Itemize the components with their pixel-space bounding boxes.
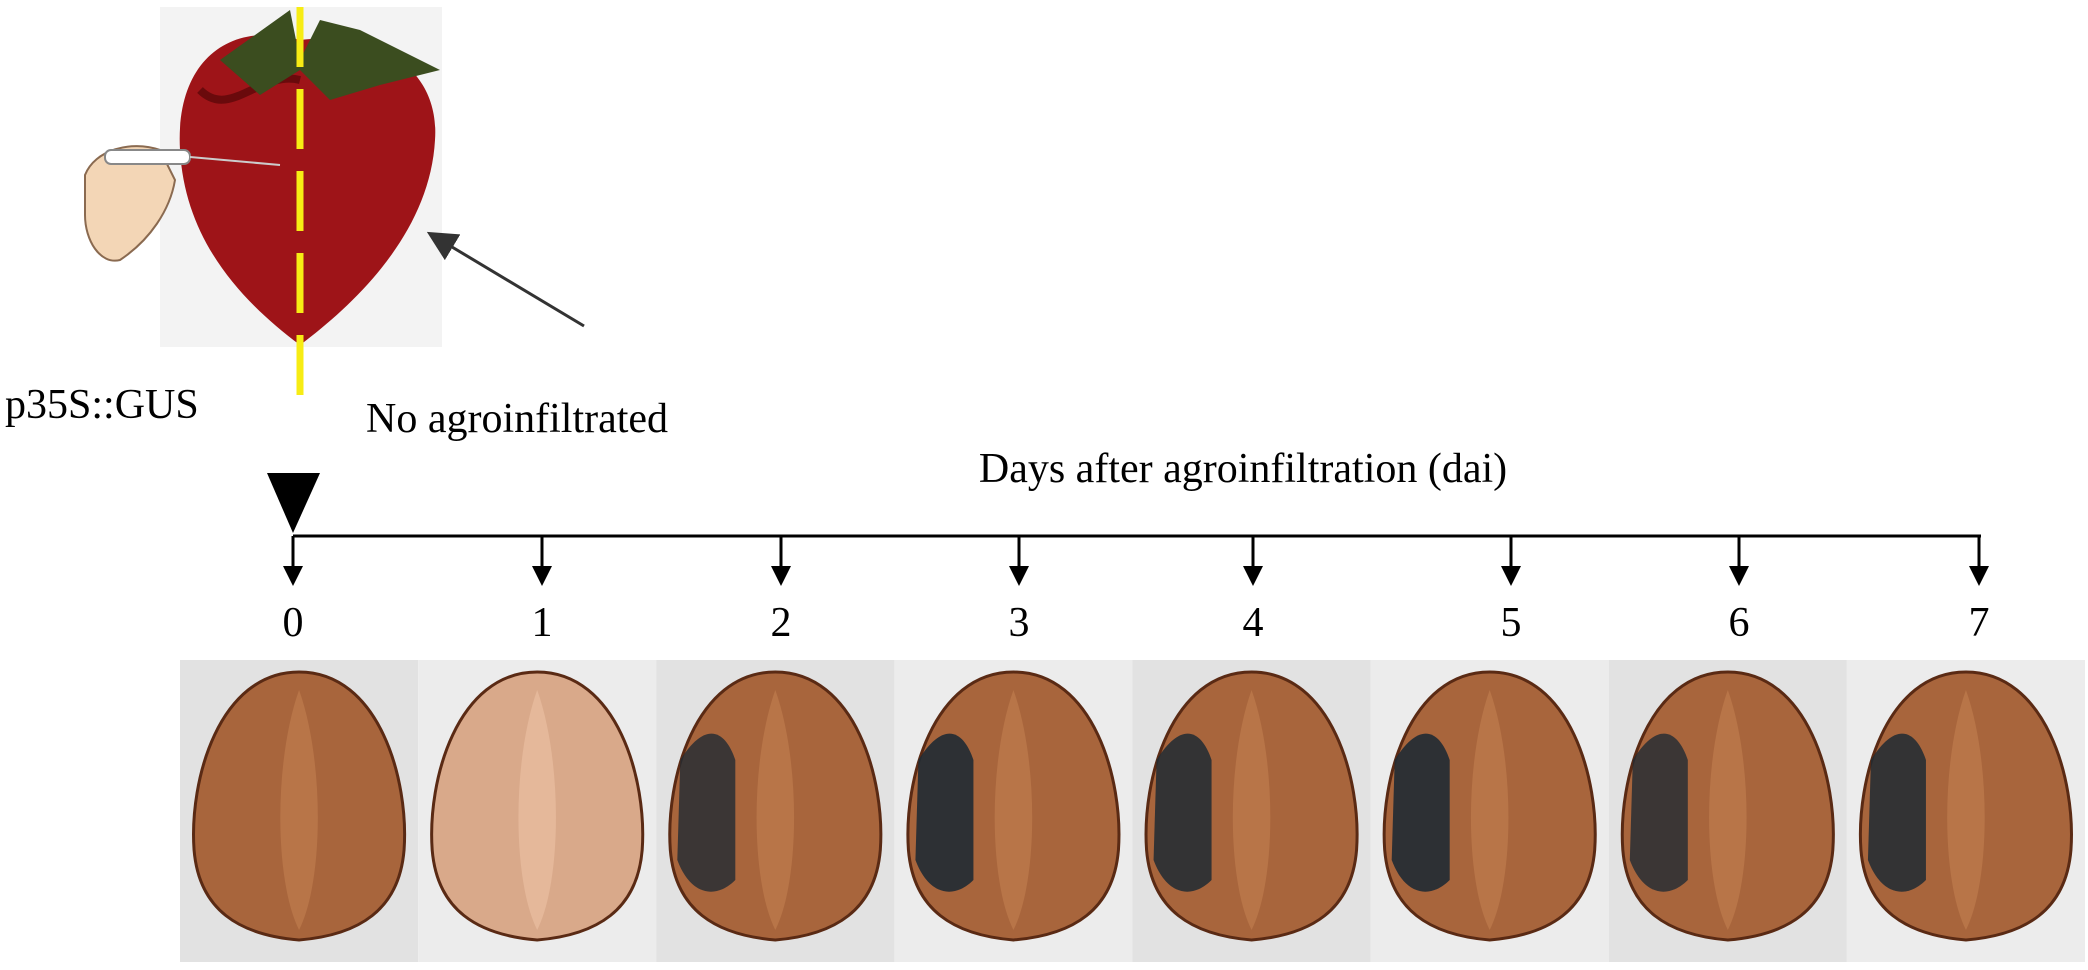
fruit-section — [1608, 660, 1847, 962]
fruit-sections — [180, 660, 2085, 962]
day-label: 6 — [1729, 600, 1750, 646]
section-core — [756, 690, 795, 930]
fruit-section — [418, 660, 657, 962]
gus-stain — [1391, 733, 1450, 892]
day-label: 4 — [1243, 600, 1264, 646]
fruit-section — [656, 660, 895, 962]
tick-arrowhead — [283, 566, 303, 586]
gus-stain — [1867, 733, 1926, 892]
construct-label: p35S::GUS — [5, 382, 199, 428]
day-label: 1 — [532, 600, 553, 646]
tick-arrowhead — [771, 566, 791, 586]
day-label: 0 — [283, 600, 304, 646]
fruit-section — [1132, 660, 1371, 962]
pointer-arrow — [426, 231, 585, 328]
section-core — [994, 690, 1033, 930]
tick-arrowhead — [1501, 566, 1521, 586]
control-label: No agroinfiltrated — [366, 396, 668, 442]
timeline-title: Days after agroinfiltration (dai) — [979, 446, 1507, 492]
day-label: 5 — [1501, 600, 1522, 646]
day-label: 7 — [1969, 600, 1990, 646]
section-core — [280, 690, 318, 930]
start-triangle — [267, 473, 320, 533]
tick-arrowhead — [532, 566, 552, 586]
fruit-section — [180, 660, 419, 962]
section-core — [518, 690, 556, 930]
section-core — [1232, 690, 1271, 930]
gus-stain — [915, 733, 974, 892]
fruit-section — [1370, 660, 1609, 962]
fruit-section — [894, 660, 1133, 962]
day-label: 2 — [771, 600, 792, 646]
section-core — [1470, 690, 1509, 930]
tick-arrowhead — [1243, 566, 1263, 586]
fruit-section — [1846, 660, 2085, 962]
section-core — [1947, 690, 1985, 930]
tick-arrowhead — [1969, 566, 1989, 586]
tick-arrowhead — [1729, 566, 1749, 586]
gus-stain — [1629, 733, 1688, 892]
gus-stain — [677, 733, 736, 892]
strawberry-illustration — [84, 7, 442, 400]
gus-stain — [1153, 733, 1212, 892]
tick-arrowhead — [1009, 566, 1029, 586]
day-markers: 0 1 2 3 4 5 6 7 — [283, 536, 1990, 646]
section-core — [1709, 690, 1747, 930]
day-label: 3 — [1009, 600, 1030, 646]
